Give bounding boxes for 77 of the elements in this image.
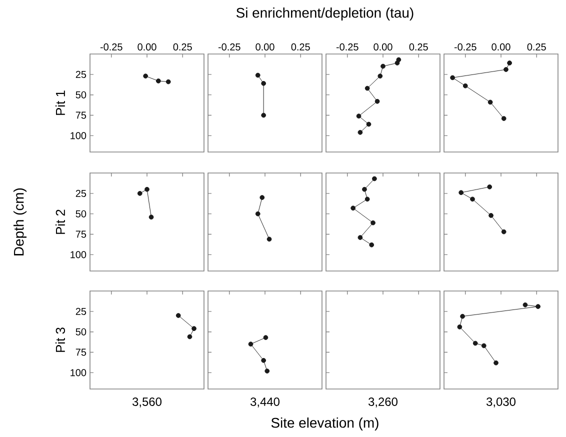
x-tick-label: 0.25	[409, 43, 428, 50]
x-tick-label: 0.25	[527, 43, 546, 50]
point	[372, 176, 377, 182]
y-tick-label: 75	[76, 230, 86, 238]
y-axis-title: Pit 1	[56, 90, 66, 115]
point	[501, 116, 506, 121]
x-tick-label: 0.00	[374, 43, 392, 50]
point	[264, 368, 270, 374]
point	[366, 122, 372, 127]
x-tick-label: 0.25	[291, 43, 310, 50]
point	[504, 67, 508, 72]
y-tick-label: 25	[76, 70, 86, 78]
point	[144, 186, 150, 192]
point	[356, 114, 362, 119]
x-axis-title: 3,560	[132, 398, 162, 408]
x-tick-label: 0.00	[492, 43, 510, 50]
point	[494, 360, 498, 366]
y-tick-label: 100	[70, 132, 86, 140]
point	[263, 335, 268, 340]
y-tick-label: 25	[76, 190, 86, 197]
x-tick-label: -0.25	[100, 43, 122, 50]
point	[488, 100, 493, 105]
point	[370, 220, 376, 226]
point	[472, 340, 478, 346]
y-tick-label: 50	[76, 328, 86, 336]
point	[487, 184, 492, 190]
point	[148, 214, 154, 220]
point	[350, 206, 356, 211]
y-tick-label: 50	[76, 210, 86, 218]
point	[394, 60, 400, 66]
x-axis-title: 3,440	[250, 398, 280, 408]
point	[507, 60, 512, 66]
x-axis-title: 3,030	[486, 398, 516, 408]
point	[488, 213, 494, 218]
text: Depth (cm)	[14, 188, 27, 256]
y-axis-title: Pit 2	[56, 210, 66, 234]
point	[536, 304, 540, 309]
point	[137, 190, 142, 196]
point	[462, 83, 468, 88]
point	[470, 196, 475, 202]
point	[380, 64, 386, 69]
text: Si enrichment/depletion (tau)	[236, 8, 414, 20]
y-tick-label: 75	[76, 348, 86, 356]
point	[378, 74, 383, 78]
y-axis-title: Pit 3	[55, 328, 66, 352]
x-tick-label: 0.00	[256, 43, 274, 50]
point	[176, 313, 181, 318]
y-tick-label: 100	[70, 251, 86, 258]
point	[187, 334, 192, 340]
x-axis-title: 3,260	[368, 398, 398, 408]
point	[248, 342, 254, 347]
point	[364, 196, 370, 202]
point	[358, 130, 363, 135]
point	[261, 358, 266, 363]
point	[192, 326, 196, 332]
point	[460, 314, 465, 319]
y-tick-label: 100	[70, 369, 86, 376]
y-tick-label: 75	[76, 112, 86, 119]
x-tick-label: -0.25	[454, 43, 476, 50]
x-tick-label: 0.00	[138, 43, 156, 50]
point	[358, 235, 363, 240]
point	[501, 229, 506, 234]
y-tick-label: 50	[76, 91, 86, 98]
point	[450, 75, 455, 80]
point	[481, 343, 486, 348]
point	[364, 86, 370, 91]
x-tick-label: -0.25	[336, 43, 358, 50]
point	[458, 190, 464, 196]
point	[522, 302, 528, 308]
point	[457, 324, 462, 330]
point	[374, 98, 380, 104]
x-tick-label: -0.25	[218, 43, 240, 50]
text: Site elevation (m)	[271, 418, 378, 431]
point	[362, 186, 367, 192]
x-tick-label: 0.25	[173, 43, 192, 50]
point	[369, 242, 374, 248]
y-tick-label: 25	[76, 308, 86, 315]
